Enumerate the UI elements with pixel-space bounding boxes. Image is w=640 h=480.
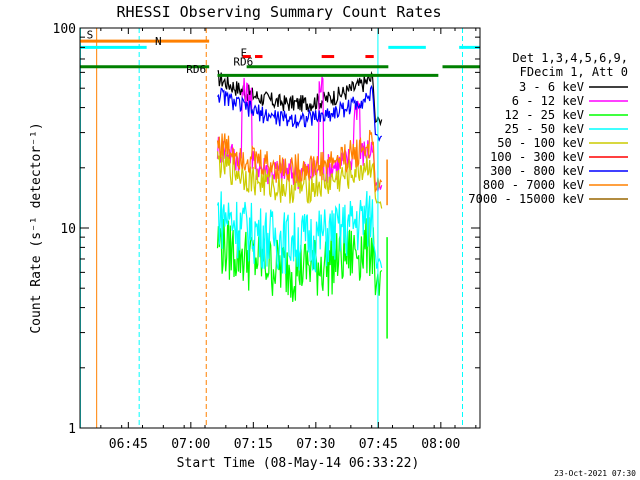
chart-title: RHESSI Observing Summary Count Rates [116, 3, 441, 21]
legend-label-6-12-kev: 6 - 12 keV [512, 94, 584, 108]
x-tick-label-5: 07:45 [359, 437, 398, 452]
x-axis-label: Start Time (08-May-14 06:33:22) [177, 456, 420, 471]
annotation-label-rd6-4: RD6 [186, 63, 206, 76]
footer-date: 23-Oct-2021 07:30 [554, 469, 636, 478]
annotation-label-f-5: F [240, 47, 247, 60]
series-line-25-50-kev [216, 191, 383, 274]
plot-frame [79, 27, 481, 429]
legend-label-100-300-kev: 100 - 300 keV [490, 150, 584, 164]
legend-label-12-25-kev: 12 - 25 keV [505, 108, 584, 122]
legend-header-line-1: Det 1,3,4,5,6,9, [512, 51, 628, 65]
annotation-label-rd6-3: RD6 [233, 55, 253, 68]
x-tick-label-6: 08:00 [421, 437, 460, 452]
annotation-label-n-2: N [155, 35, 162, 48]
axes: 06:45 07:00 07:15 07:30 07:45 08:00 1 10 100 [53, 22, 480, 452]
series-line-300-800-kev [217, 84, 383, 142]
series-line-800-7000-kev [216, 129, 383, 194]
y-axis-label: Count Rate (s⁻¹ detector⁻¹) [29, 122, 44, 333]
y-tick-label-3: 100 [53, 22, 76, 37]
y-tick-label-2: 10 [60, 222, 76, 237]
x-tick-label-2: 07:00 [171, 437, 210, 452]
legend-header-line-2: FDecim 1, Att 0 [520, 65, 628, 79]
annotation-label-s-1: S [87, 29, 94, 42]
x-tick-label-1: 06:45 [109, 437, 148, 452]
legend-label-300-800-kev: 300 - 800 keV [490, 164, 584, 178]
series-line-50-100-kev [216, 148, 383, 209]
legend-label-25-50-kev: 25 - 50 keV [505, 122, 584, 136]
x-tick-label-3: 07:15 [234, 437, 273, 452]
legend-label-50-100-kev: 50 - 100 keV [497, 136, 584, 150]
legend-label-7000-15000-kev: 7000 - 15000 keV [468, 192, 584, 206]
y-tick-label-1: 1 [68, 422, 76, 437]
legend: Det 1,3,4,5,6,9, FDecim 1, Att 0 3 - 6 k… [468, 51, 628, 206]
legend-label-3-6-kev: 3 - 6 keV [519, 80, 584, 94]
series-line-6-12-kev [216, 74, 383, 192]
x-tick-label-4: 07:30 [296, 437, 335, 452]
legend-label-800-7000-kev: 800 - 7000 keV [483, 178, 584, 192]
